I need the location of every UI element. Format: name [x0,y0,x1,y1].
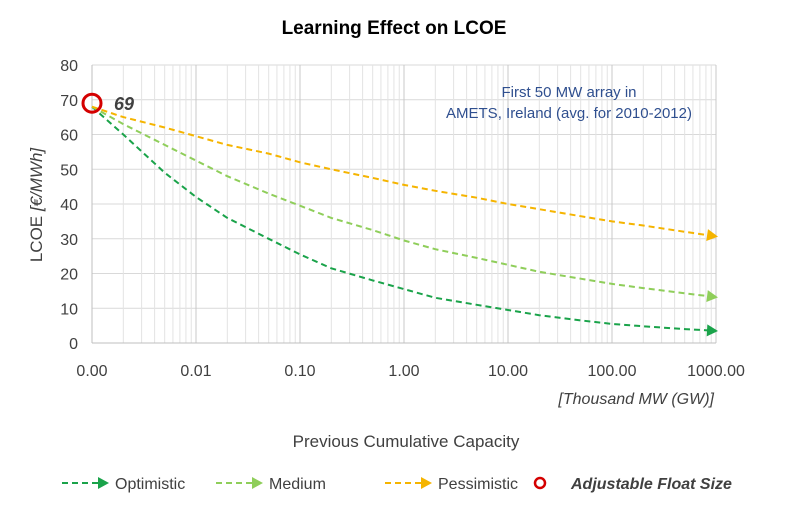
y-tick-label: 0 [69,336,78,353]
series-line-medium [91,105,717,299]
y-tick-label: 30 [60,232,78,249]
y-tick-label: 10 [60,301,78,318]
y-tick-labels: 0 10 20 30 40 50 60 70 80 [60,58,78,353]
y-tick-label: 60 [60,128,78,145]
y-axis-label-text: LCOE [27,211,46,262]
legend-swatch-arrow [421,477,432,489]
series-arrow-pessimistic [706,229,718,241]
x-tick-label: 0.00 [76,363,107,380]
series-line-pessimistic [91,105,717,238]
series-arrow-optimistic [706,324,718,337]
x-axis-unit: [Thousand MW (GW)] [557,391,714,408]
x-tick-label: 10.00 [488,363,528,380]
series-arrow-medium [706,290,718,302]
x-tick-label: 0.10 [284,363,315,380]
legend-label: Medium [269,476,326,493]
y-tick-label: 50 [60,162,78,179]
legend-swatch-arrow [252,477,263,489]
x-tick-label: 0.01 [180,363,211,380]
y-axis-label: LCOE [€/MWh] [27,147,46,263]
y-tick-label: 40 [60,197,78,214]
legend-swatch-circle [533,476,547,490]
annotation-line-2: AMETS, Ireland (avg. for 2010-2012) [446,105,692,122]
grid [91,64,717,344]
chart-title: Learning Effect on LCOE [282,18,507,39]
legend-label: Optimistic [115,476,185,493]
x-tick-labels: 0.00 0.01 0.10 1.00 10.00 100.00 1000.00 [76,363,745,380]
y-tick-label: 20 [60,267,78,284]
y-tick-label: 80 [60,58,78,75]
legend-label: Adjustable Float Size [570,476,732,493]
legend: Optimistic Medium Pessimistic Adjustable Fl… [62,476,732,493]
legend-swatch-arrow [98,477,109,489]
start-marker: 69 [81,92,134,114]
legend-label: Pessimistic [438,476,518,493]
x-axis-label: Previous Cumulative Capacity [293,432,520,451]
x-tick-label: 1000.00 [687,363,745,380]
x-tick-label: 1.00 [388,363,419,380]
start-point-label: 69 [114,94,134,114]
series [91,105,718,337]
annotation-line-1: First 50 MW array in [501,84,636,101]
start-point-marker [81,92,103,114]
x-tick-label: 100.00 [588,363,637,380]
y-axis-label-unit: [€/MWh] [27,147,46,213]
y-tick-label: 70 [60,93,78,110]
